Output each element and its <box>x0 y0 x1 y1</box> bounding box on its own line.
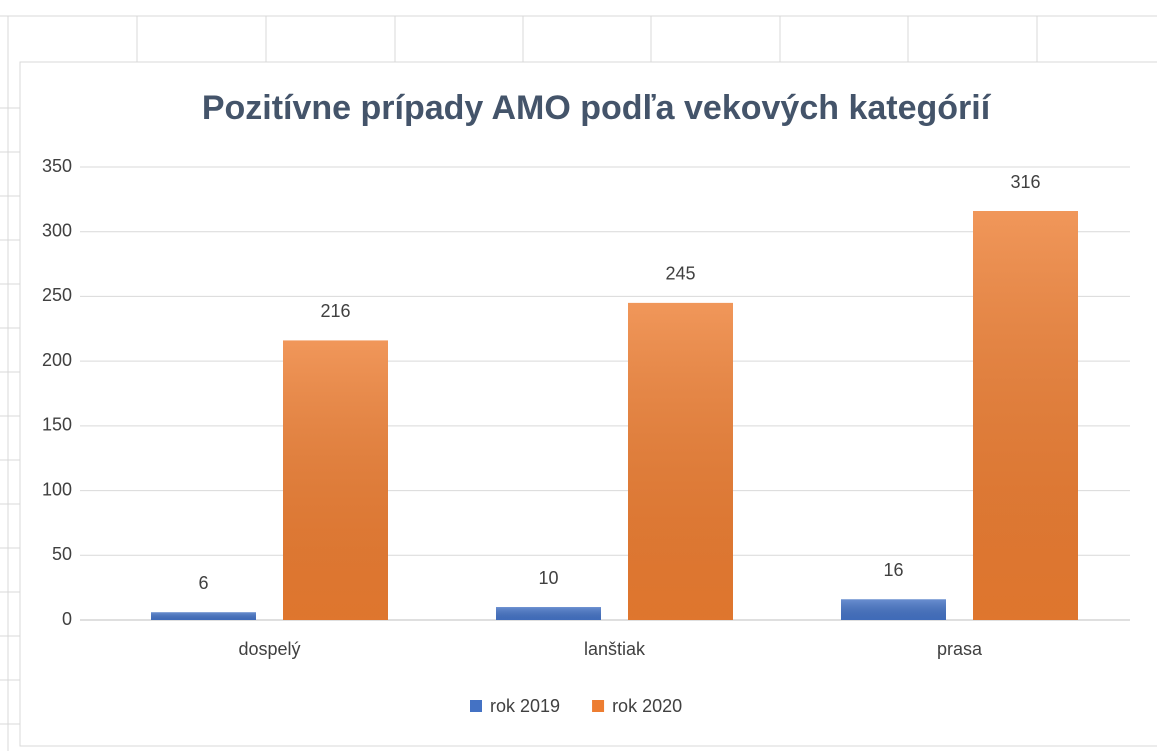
y-tick-label: 200 <box>42 350 72 370</box>
x-tick-label: dospelý <box>238 639 300 659</box>
legend-label: rok 2020 <box>612 696 682 716</box>
y-tick-label: 350 <box>42 156 72 176</box>
plot-area: 0 50 100 150 200 250 300 350 dospelý 6 216 lanštiak… <box>42 156 1130 716</box>
bar-shade <box>841 599 946 620</box>
legend-swatch <box>592 700 605 712</box>
sheet-grid <box>0 15 1157 751</box>
data-label: 10 <box>538 568 558 588</box>
bar-shade <box>283 340 388 620</box>
data-label: 245 <box>665 264 695 284</box>
chart-area <box>19 61 1157 747</box>
legend-label: rok 2019 <box>490 696 560 716</box>
y-tick-label: 100 <box>42 479 72 499</box>
y-tick-label: 150 <box>42 415 72 435</box>
x-tick-label: lanštiak <box>584 639 646 659</box>
data-label: 6 <box>198 573 208 593</box>
y-tick-label: 0 <box>62 609 72 629</box>
bar-shade <box>628 302 733 620</box>
bar-shade <box>151 612 256 620</box>
y-tick-label: 250 <box>42 285 72 305</box>
bar-shade <box>973 211 1078 620</box>
data-label: 216 <box>320 301 350 321</box>
data-label: 16 <box>883 560 903 580</box>
y-tick-label: 50 <box>52 544 72 564</box>
legend-swatch <box>470 700 482 712</box>
y-tick-label: 300 <box>42 220 72 240</box>
data-label: 316 <box>1010 172 1040 192</box>
x-tick-label: prasa <box>937 639 983 659</box>
bar-shade <box>496 607 601 620</box>
chart-title: Pozitívne prípady AMO podľa vekových kat… <box>202 89 992 127</box>
